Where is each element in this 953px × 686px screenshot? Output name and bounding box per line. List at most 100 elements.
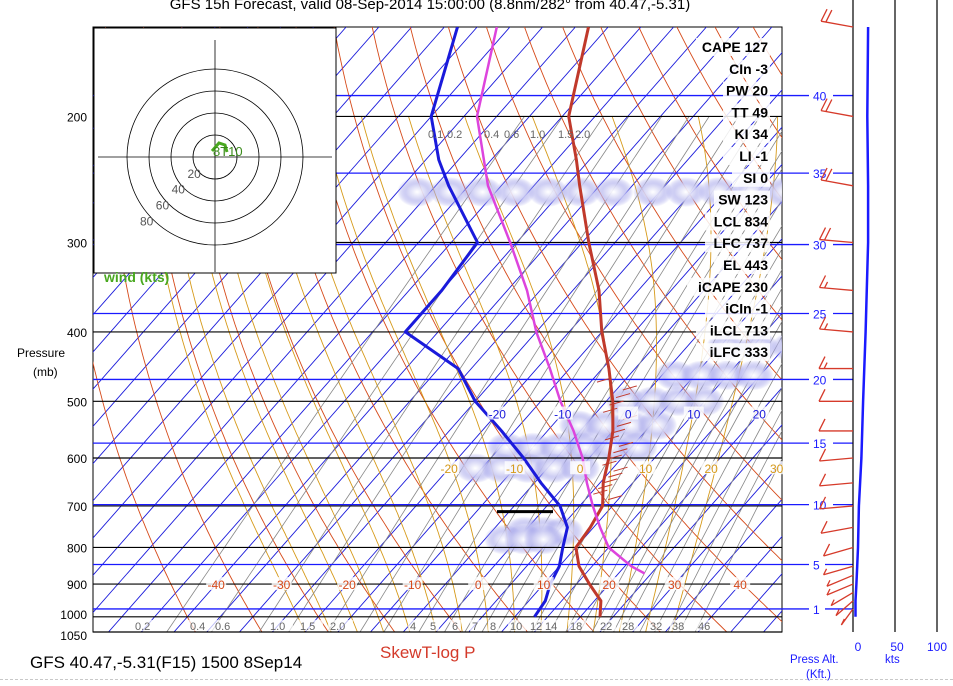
- hodograph-ring-label: 60: [156, 199, 170, 213]
- cloud-blob: [843, 177, 883, 207]
- temperature-tick-label: -30: [273, 578, 291, 592]
- dry-adiabat-line: [944, 27, 953, 632]
- mixing-ratio-label: 2.0: [330, 621, 345, 633]
- mixing-ratio-label: 18: [570, 621, 582, 633]
- index-icape: iCAPE 230: [698, 279, 768, 295]
- temperature-tick-label: 0: [625, 408, 632, 422]
- cloud-blob: [908, 177, 948, 207]
- temperature-tick-label: -10: [506, 462, 524, 476]
- cloud-blob: [524, 525, 564, 555]
- hodograph-center-label: 8T10: [213, 144, 243, 159]
- height-label: 1: [813, 603, 820, 617]
- pressure-tick-label: 500: [67, 395, 87, 409]
- hodograph-ring-label: 40: [172, 183, 186, 197]
- temperature-tick-label: 20: [602, 578, 616, 592]
- temperature-tick-label: -40: [208, 578, 226, 592]
- temperature-tick-label: 0: [475, 578, 482, 592]
- wind-speed-profile: [856, 27, 869, 617]
- temperature-tick-label: -10: [554, 408, 572, 422]
- hodograph-ring-label: 20: [187, 167, 201, 181]
- wind-barb-flag: [824, 363, 827, 369]
- height-label: 5: [813, 558, 820, 572]
- temperature-tick-label: 10: [639, 462, 653, 476]
- mixing-ratio-label: 12: [530, 621, 542, 633]
- mixing-ratio-label: 7: [472, 621, 478, 633]
- index-icin: iCIn -1: [725, 301, 768, 317]
- temperature-tick-label: -20: [440, 462, 458, 476]
- pressure-tick-label: 1000: [60, 608, 87, 622]
- mixing-ratio-label: 22: [600, 621, 612, 633]
- dry-adiabat-line: [867, 27, 953, 632]
- height-label: 30: [813, 239, 827, 253]
- wind-barb-staff: [824, 547, 853, 556]
- mixing-ratio-label: 5: [430, 621, 436, 633]
- wind-barb-flag: [825, 282, 828, 288]
- chart-title: GFS 15h Forecast, valid 08-Sep-2014 15:0…: [170, 0, 690, 13]
- index-cape: CAPE 127: [702, 39, 768, 55]
- cloud-blob: [734, 360, 774, 390]
- wind-barb-staff: [821, 527, 853, 533]
- mixing-ratio-label: 1.0: [270, 621, 285, 633]
- wind-barb-flag: [819, 389, 825, 401]
- pressure-tick-label: 800: [67, 541, 87, 555]
- mixing-ratio-label: 0.2: [447, 129, 462, 141]
- chart-type-label: SkewT-log P: [380, 643, 475, 662]
- index-ki: KI 34: [735, 126, 769, 142]
- temperature-tick-label: 30: [668, 578, 682, 592]
- temperature-tick-label: 10: [537, 578, 551, 592]
- station-label: GFS 40.47,-5.31(F15) 1500 8Sep14: [30, 653, 302, 672]
- pressure-tick-label: 1050: [60, 629, 87, 643]
- index-lfc: LFC 737: [714, 235, 769, 251]
- dry-adiabat-line: [906, 27, 953, 632]
- press-alt-label: Press Alt.: [790, 654, 839, 666]
- height-label: 40: [813, 90, 827, 104]
- mixing-ratio-label: 1.5: [558, 129, 573, 141]
- wind-barb-flag: [825, 323, 828, 329]
- index-sw: SW 123: [718, 192, 768, 208]
- temperature-tick-label: 30: [770, 462, 784, 476]
- pressure-tick-label: 400: [67, 326, 87, 340]
- wind-barb-staff: [820, 483, 853, 486]
- wind-barb-flag: [819, 357, 825, 369]
- cloud-blob: [594, 177, 634, 207]
- mixing-ratio-label: 0.2: [135, 621, 150, 633]
- dry-adiabat-line: [791, 27, 953, 632]
- wind-barb-flag: [820, 474, 826, 486]
- mixing-ratio-label: 32: [650, 621, 662, 633]
- wind-barb-staff: [824, 566, 853, 575]
- pressure-tick-label: 200: [67, 110, 87, 124]
- mixing-ratio-label: 4: [410, 621, 416, 633]
- wind-speed-tick-label: 100: [927, 640, 947, 654]
- index-pw: PW 20: [726, 83, 768, 99]
- mixing-ratio-label: 0.1: [428, 129, 443, 141]
- pressure-axis-units: (mb): [33, 365, 58, 379]
- temperature-tick-label: 20: [753, 408, 767, 422]
- mixing-ratio-label: 6: [452, 621, 458, 633]
- wind-units-label: kts: [885, 654, 900, 666]
- wind-speed-tick-label: 50: [890, 640, 904, 654]
- wind-barb-flag: [821, 521, 827, 533]
- index-ilfc: iLFC 333: [710, 344, 769, 360]
- wind-speed-tick-label: 0: [855, 640, 862, 654]
- mixing-ratio-label: 10: [510, 621, 522, 633]
- wind-barb-staff: [820, 458, 853, 461]
- temperature-tick-label: 40: [733, 578, 747, 592]
- index-tt: TT 49: [731, 104, 768, 120]
- wind-barb-flag: [820, 275, 826, 287]
- wind-barb-staff: [827, 575, 853, 586]
- mixing-ratio-label: 46: [698, 621, 710, 633]
- mixing-ratio-label: 2.0: [575, 129, 590, 141]
- wind-barb-flag: [819, 419, 825, 431]
- isotherm-line: [829, 27, 953, 632]
- mixing-ratio-label: 0.6: [215, 621, 230, 633]
- pressure-tick-label: 600: [67, 452, 87, 466]
- index-li: LI -1: [739, 148, 768, 164]
- mixing-ratio-label: 14: [545, 621, 557, 633]
- index-cin: CIn -3: [729, 61, 768, 77]
- wind-panel: 0 50 100: [819, 0, 947, 654]
- pressure-tick-label: 700: [67, 500, 87, 514]
- wind-barb-flag: [821, 9, 827, 21]
- mixing-ratio-label: 0.6: [504, 129, 519, 141]
